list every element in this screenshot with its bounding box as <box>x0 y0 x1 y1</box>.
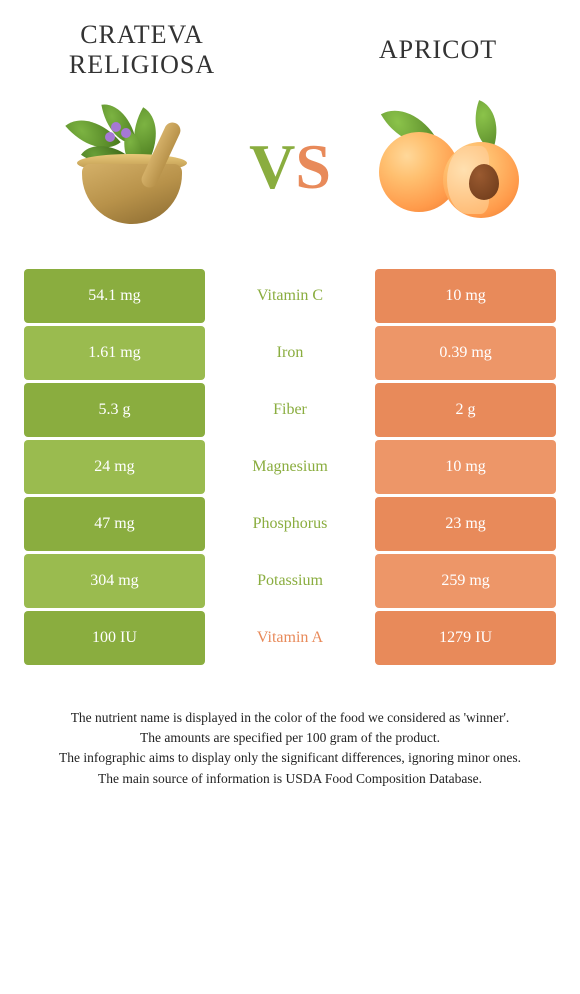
right-value: 10 mg <box>375 440 556 494</box>
nutrient-row: 100 IUVitamin A1279 IU <box>24 611 556 665</box>
footer-line-3: The infographic aims to display only the… <box>30 748 550 768</box>
left-value: 47 mg <box>24 497 205 551</box>
left-value: 1.61 mg <box>24 326 205 380</box>
left-value: 304 mg <box>24 554 205 608</box>
right-value: 2 g <box>375 383 556 437</box>
nutrient-label: Fiber <box>205 383 375 437</box>
title-left-line2: religiosa <box>69 50 215 79</box>
nutrient-label: Vitamin A <box>205 611 375 665</box>
right-value: 1279 IU <box>375 611 556 665</box>
right-image <box>340 92 556 242</box>
nutrient-row: 1.61 mgIron0.39 mg <box>24 326 556 380</box>
nutrient-row: 54.1 mgVitamin C10 mg <box>24 269 556 323</box>
title-left-line1: Crateva <box>80 20 204 49</box>
nutrient-row: 47 mgPhosphorus23 mg <box>24 497 556 551</box>
right-value: 0.39 mg <box>375 326 556 380</box>
title-right: Apricot <box>320 35 556 65</box>
left-image <box>24 92 240 242</box>
left-value: 100 IU <box>24 611 205 665</box>
images-row: VS <box>24 92 556 242</box>
nutrient-label: Vitamin C <box>205 269 375 323</box>
left-value: 24 mg <box>24 440 205 494</box>
nutrient-row: 24 mgMagnesium10 mg <box>24 440 556 494</box>
nutrient-label: Phosphorus <box>205 497 375 551</box>
footer-line-2: The amounts are specified per 100 gram o… <box>30 728 550 748</box>
apricot-illustration <box>373 102 523 232</box>
nutrient-row: 304 mgPotassium259 mg <box>24 554 556 608</box>
footer-notes: The nutrient name is displayed in the co… <box>24 708 556 789</box>
nutrient-label: Iron <box>205 326 375 380</box>
title-left: Crateva religiosa <box>24 20 260 80</box>
vs-v: V <box>249 130 295 204</box>
vs-label: VS <box>240 130 340 204</box>
right-value: 259 mg <box>375 554 556 608</box>
footer-line-4: The main source of information is USDA F… <box>30 769 550 789</box>
mortar-herbs-illustration <box>67 102 197 232</box>
nutrient-row: 5.3 gFiber2 g <box>24 383 556 437</box>
header-row: Crateva religiosa Apricot <box>24 20 556 80</box>
right-value: 10 mg <box>375 269 556 323</box>
left-value: 54.1 mg <box>24 269 205 323</box>
right-value: 23 mg <box>375 497 556 551</box>
nutrient-label: Magnesium <box>205 440 375 494</box>
nutrient-label: Potassium <box>205 554 375 608</box>
left-value: 5.3 g <box>24 383 205 437</box>
nutrient-table: 54.1 mgVitamin C10 mg1.61 mgIron0.39 mg5… <box>24 266 556 668</box>
vs-s: S <box>295 130 331 204</box>
infographic-container: Crateva religiosa Apricot VS <box>0 0 580 809</box>
footer-line-1: The nutrient name is displayed in the co… <box>30 708 550 728</box>
